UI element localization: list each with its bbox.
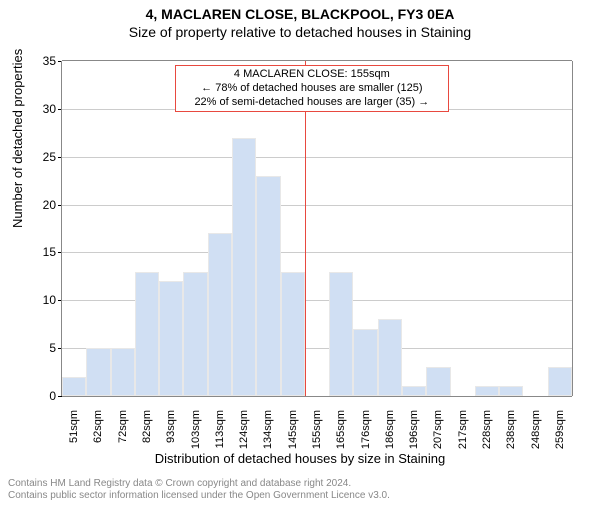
y-tick-label: 15 xyxy=(28,245,56,259)
bar xyxy=(548,367,572,396)
y-tick-label: 35 xyxy=(28,54,56,68)
annotation-line: 22% of semi-detached houses are larger (… xyxy=(182,96,442,110)
bar xyxy=(111,348,135,396)
bar xyxy=(135,272,159,396)
bar xyxy=(353,329,377,396)
axis-right xyxy=(572,61,573,396)
bar xyxy=(475,386,499,396)
chart-title-main: 4, MACLAREN CLOSE, BLACKPOOL, FY3 0EA xyxy=(0,6,600,22)
x-tick-label: 259sqm xyxy=(554,410,566,460)
x-tick-label: 176sqm xyxy=(360,410,372,460)
axis-left xyxy=(61,61,62,396)
x-tick-label: 248sqm xyxy=(530,410,542,460)
bar xyxy=(426,367,450,396)
chart-plot-area: 4 MACLAREN CLOSE: 155sqm← 78% of detache… xyxy=(62,61,572,396)
y-tick-label: 10 xyxy=(28,293,56,307)
bar xyxy=(281,272,305,396)
gridline xyxy=(62,205,572,206)
x-tick-label: 93sqm xyxy=(165,410,177,460)
bar xyxy=(232,138,256,396)
x-tick-label: 82sqm xyxy=(141,410,153,460)
x-tick-label: 103sqm xyxy=(190,410,202,460)
bar xyxy=(499,386,523,396)
chart-title-sub: Size of property relative to detached ho… xyxy=(0,24,600,40)
x-tick-label: 134sqm xyxy=(262,410,274,460)
y-tick-label: 5 xyxy=(28,341,56,355)
bar xyxy=(62,377,86,396)
y-tick-label: 20 xyxy=(28,198,56,212)
axis-top xyxy=(62,60,572,61)
y-axis-label: Number of detached properties xyxy=(10,49,25,228)
x-tick-label: 228sqm xyxy=(481,410,493,460)
y-tick-label: 30 xyxy=(28,102,56,116)
x-tick-label: 186sqm xyxy=(384,410,396,460)
x-tick-label: 165sqm xyxy=(335,410,347,460)
x-tick-label: 62sqm xyxy=(92,410,104,460)
annotation-line: 4 MACLAREN CLOSE: 155sqm xyxy=(182,68,442,82)
footer-line2: Contains public sector information licen… xyxy=(8,490,390,502)
gridline xyxy=(62,252,572,253)
footer-line1: Contains HM Land Registry data © Crown c… xyxy=(8,478,390,490)
annotation-line: ← 78% of detached houses are smaller (12… xyxy=(182,82,442,96)
annotation-box: 4 MACLAREN CLOSE: 155sqm← 78% of detache… xyxy=(175,65,449,112)
x-tick-label: 145sqm xyxy=(287,410,299,460)
x-tick-label: 238sqm xyxy=(505,410,517,460)
bar xyxy=(86,348,110,396)
x-tick-label: 217sqm xyxy=(457,410,469,460)
axis-bottom xyxy=(62,396,572,397)
x-tick-label: 72sqm xyxy=(117,410,129,460)
bar xyxy=(183,272,207,396)
bar xyxy=(329,272,353,396)
x-tick-label: 155sqm xyxy=(311,410,323,460)
x-tick-label: 196sqm xyxy=(408,410,420,460)
bar xyxy=(159,281,183,396)
bar xyxy=(208,233,232,396)
x-tick-label: 113sqm xyxy=(214,410,226,460)
gridline xyxy=(62,157,572,158)
y-tick-label: 0 xyxy=(28,389,56,403)
footer-attribution: Contains HM Land Registry data © Crown c… xyxy=(8,478,390,502)
x-tick-label: 51sqm xyxy=(68,410,80,460)
bar xyxy=(402,386,426,396)
x-tick-label: 207sqm xyxy=(432,410,444,460)
bar xyxy=(256,176,280,396)
x-tick-label: 124sqm xyxy=(238,410,250,460)
y-tick-label: 25 xyxy=(28,150,56,164)
bar xyxy=(378,319,402,396)
